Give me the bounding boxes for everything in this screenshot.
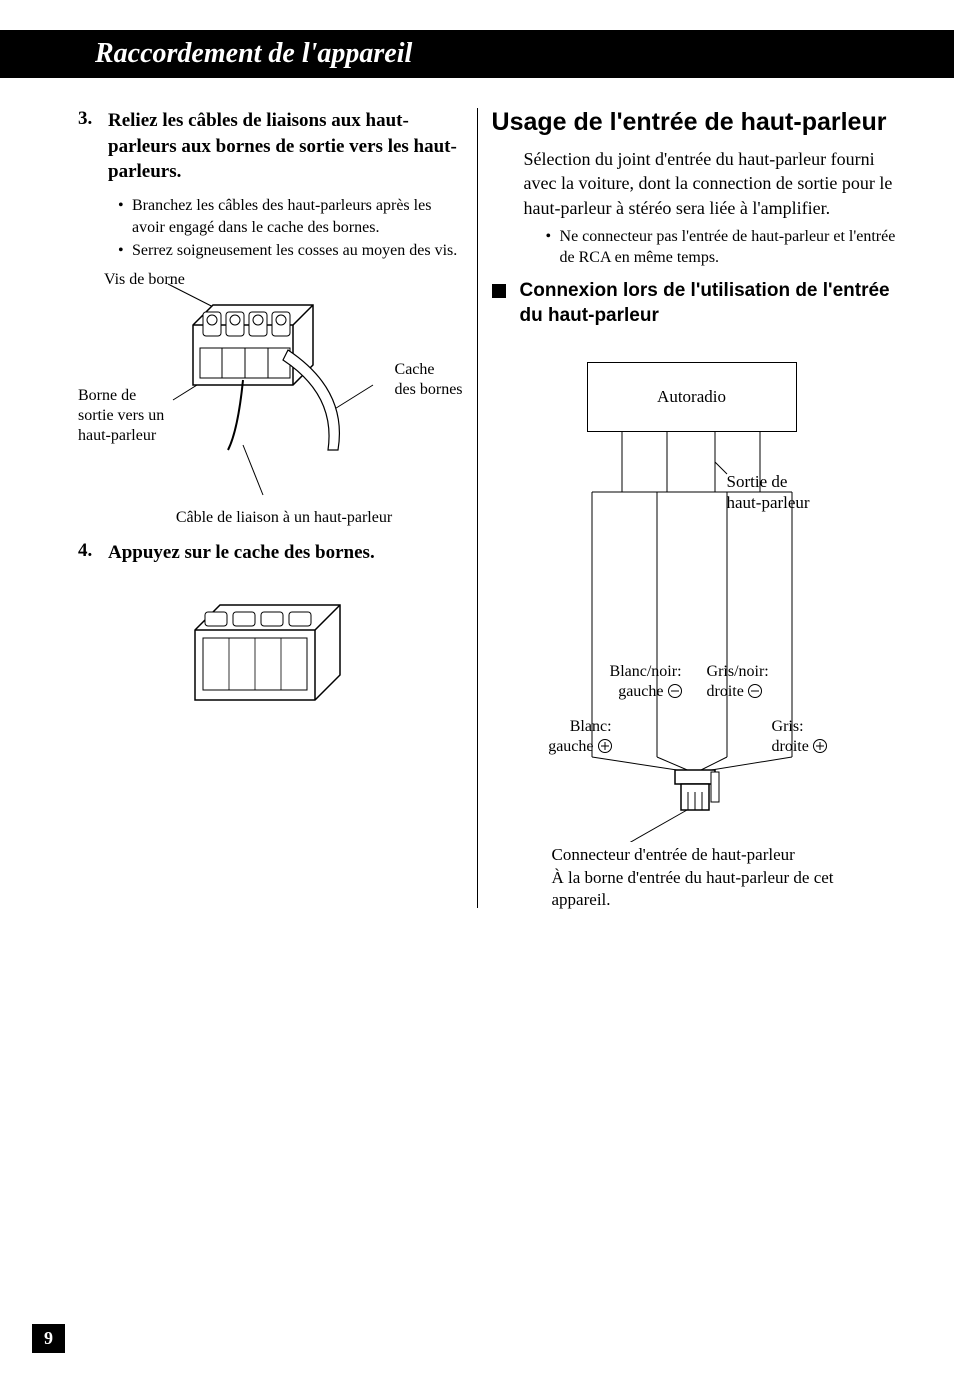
content-area: 3. Reliez les câbles de liaisons aux hau… xyxy=(0,108,954,912)
intro-text: Sélection du joint d'entrée du haut-parl… xyxy=(524,147,904,220)
step-3-bullets: Branchez les câbles des haut-parleurs ap… xyxy=(118,195,463,262)
step-3-bullet-1: Branchez les câbles des haut-parleurs ap… xyxy=(118,195,463,238)
step-3-number: 3. xyxy=(78,108,108,185)
header-title: Raccordement de l'appareil xyxy=(95,38,412,69)
cable-caption: Câble de liaison à un haut-parleur xyxy=(124,508,444,528)
section-title: Usage de l'entrée de haut-parleur xyxy=(492,108,904,137)
connector-caption: Connecteur d'entrée de haut-parleur À la… xyxy=(552,844,852,910)
left-column: 3. Reliez les câbles de liaisons aux hau… xyxy=(0,108,477,912)
step-4-number: 4. xyxy=(78,540,108,566)
blanc-noir-label: Blanc/noir: gauche xyxy=(592,662,682,702)
step-3-bullet-2: Serrez soigneusement les cosses au moyen… xyxy=(118,240,463,262)
step-3-title: Reliez les câbles de liaisons aux haut-p… xyxy=(108,108,463,185)
plus-icon xyxy=(813,739,827,753)
sortie-label: Sortie de haut-parleur xyxy=(727,472,810,513)
step-4: 4. Appuyez sur le cache des bornes. xyxy=(78,540,463,566)
page-header: Raccordement de l'appareil xyxy=(0,30,954,78)
square-bullet-icon xyxy=(492,284,506,298)
warning-bullet: Ne connecteur pas l'entrée de haut-parle… xyxy=(546,226,904,269)
page-number: 9 xyxy=(32,1324,65,1353)
wiring-lines-icon xyxy=(532,362,852,842)
subsection-title: Connexion lors de l'utilisation de l'ent… xyxy=(520,279,904,328)
step-4-title: Appuyez sur le cache des bornes. xyxy=(108,540,375,566)
blanc-label: Blanc: gauche xyxy=(522,717,612,757)
gris-label: Gris: droite xyxy=(772,717,862,757)
plus-icon xyxy=(598,739,612,753)
wiring-diagram: Autoradio xyxy=(532,362,852,912)
step-3: 3. Reliez les câbles de liaisons aux hau… xyxy=(78,108,463,185)
terminal-block-icon xyxy=(78,270,458,510)
terminal-closed-icon xyxy=(175,585,365,715)
gris-noir-label: Gris/noir: droite xyxy=(707,662,797,702)
warning-list: Ne connecteur pas l'entrée de haut-parle… xyxy=(546,226,904,269)
subsection: Connexion lors de l'utilisation de l'ent… xyxy=(492,279,904,328)
minus-icon xyxy=(748,684,762,698)
right-column: Usage de l'entrée de haut-parleur Sélect… xyxy=(478,108,954,912)
terminal-diagram: Vis de borne Borne de sortie vers un hau… xyxy=(78,270,463,530)
minus-icon xyxy=(668,684,682,698)
